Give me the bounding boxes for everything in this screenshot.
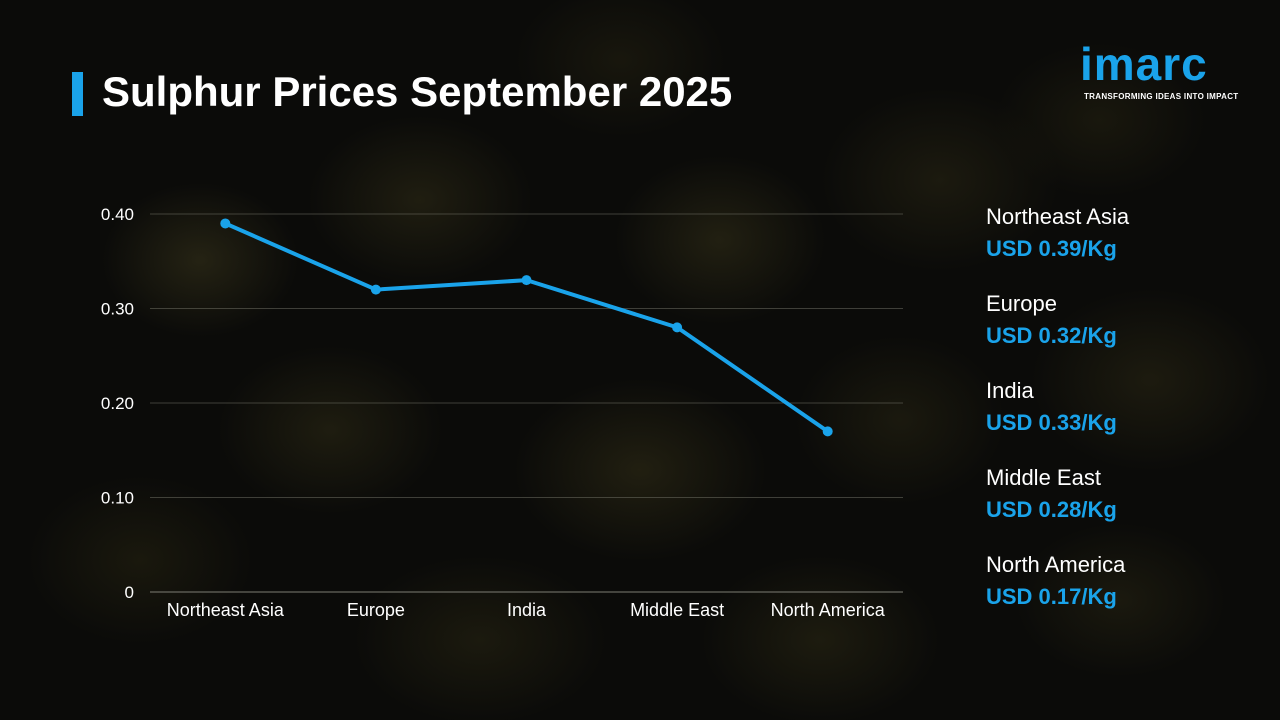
- price-item-middle-east: Middle East USD 0.28/Kg: [986, 463, 1256, 550]
- price-item-north-america: North America USD 0.17/Kg: [986, 550, 1256, 637]
- data-point: [521, 275, 532, 286]
- page-title: Sulphur Prices September 2025: [102, 68, 733, 115]
- logo-tagline: TRANSFORMING IDEAS INTO IMPACT: [1084, 92, 1239, 101]
- x-tick-label: Northeast Asia: [167, 600, 285, 620]
- series-line: [223, 221, 830, 434]
- price-list: Northeast Asia USD 0.39/Kg Europe USD 0.…: [986, 202, 1256, 637]
- price-item-europe: Europe USD 0.32/Kg: [986, 289, 1256, 376]
- x-tick-label: Europe: [347, 600, 405, 620]
- price-region-label: India: [986, 378, 1034, 403]
- data-point: [370, 284, 381, 295]
- logo-wordmark: imarc: [1080, 38, 1208, 90]
- price-item-india: India USD 0.33/Kg: [986, 376, 1256, 463]
- data-point: [822, 426, 833, 437]
- data-point: [220, 218, 231, 229]
- price-region-label: Northeast Asia: [986, 204, 1130, 229]
- y-tick-label: 0: [125, 583, 134, 602]
- price-value: USD 0.28/Kg: [986, 497, 1117, 522]
- price-region-label: Europe: [986, 291, 1057, 316]
- price-region-label: Middle East: [986, 465, 1101, 490]
- y-tick-label: 0.30: [101, 300, 134, 319]
- x-tick-label: India: [507, 600, 547, 620]
- price-value: USD 0.17/Kg: [986, 584, 1117, 609]
- title-accent-bar: [72, 72, 83, 116]
- imarc-logo: imarc TRANSFORMING IDEAS INTO IMPACT: [1078, 32, 1250, 104]
- x-tick-label: North America: [771, 600, 886, 620]
- y-tick-label: 0.10: [101, 489, 134, 508]
- price-value: USD 0.33/Kg: [986, 410, 1117, 435]
- data-point: [672, 322, 683, 333]
- price-value: USD 0.32/Kg: [986, 323, 1117, 348]
- price-region-label: North America: [986, 552, 1126, 577]
- price-item-northeast-asia: Northeast Asia USD 0.39/Kg: [986, 202, 1256, 289]
- x-tick-label: Middle East: [630, 600, 724, 620]
- y-tick-label: 0.20: [101, 394, 134, 413]
- y-tick-label: 0.40: [101, 205, 134, 224]
- price-value: USD 0.39/Kg: [986, 236, 1117, 261]
